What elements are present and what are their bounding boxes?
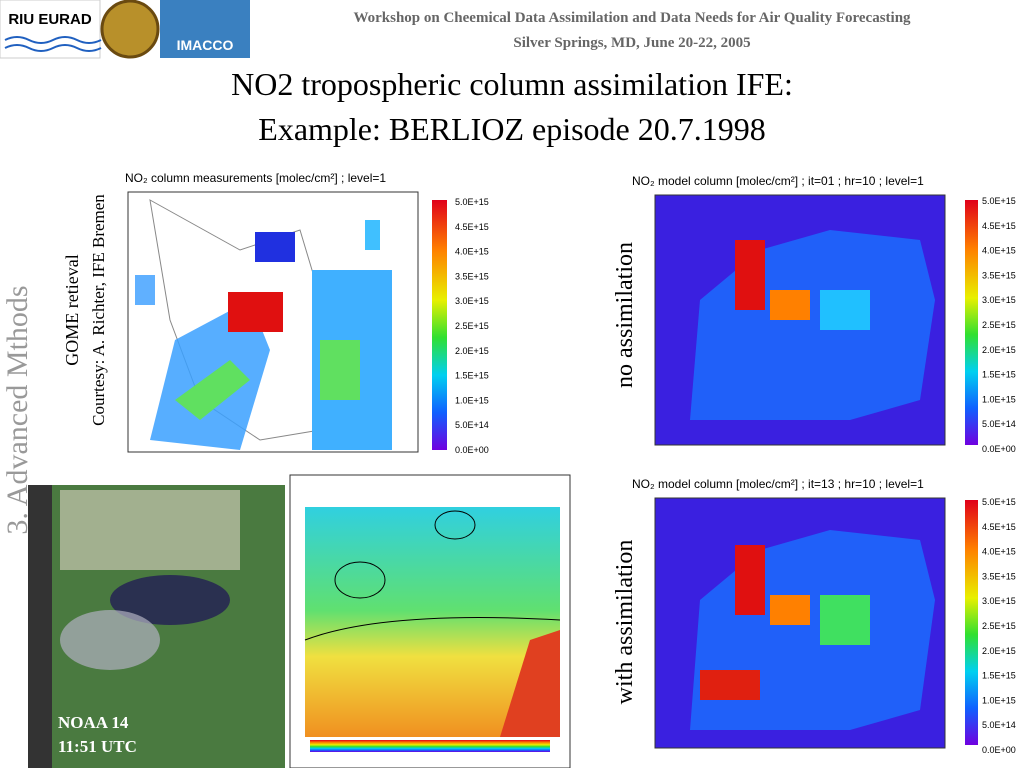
colorbar-label: 1.0E+15 — [982, 695, 1016, 705]
weather-chart — [289, 474, 571, 768]
colorbar-label: 5.0E+14 — [455, 420, 489, 430]
gome-credit: Courtesy: A. Richter, IFE Bremen — [89, 194, 108, 426]
colorbar-label: 4.0E+15 — [455, 247, 489, 257]
workshop: Workshop on Cheemical Data Assimilation … — [353, 10, 911, 26]
colorbar-label: 2.5E+15 — [982, 320, 1016, 330]
place: Silver Springs, MD, June 20-22, 2005 — [513, 35, 750, 51]
satellite-time: 11:51 UTC — [58, 737, 137, 756]
colorbar-label: 4.0E+15 — [982, 547, 1016, 557]
colorbar-label: 1.5E+15 — [982, 370, 1016, 380]
colorbar-label: 4.5E+15 — [982, 522, 1016, 532]
colorbar-label: 1.5E+15 — [982, 671, 1016, 681]
colorbar-label: 3.5E+15 — [455, 271, 489, 281]
title: Example: BERLIOZ episode 20.7.1998 — [258, 111, 765, 147]
map-title: NO₂ model column [molec/cm²] ; it=01 ; h… — [632, 174, 924, 188]
colorbar-label: 1.5E+15 — [455, 371, 489, 381]
colorbar-label: 2.0E+15 — [982, 646, 1016, 656]
colorbar-labels: 5.0E+15 4.5E+15 4.0E+15 3.5E+15 3.0E+15 2.5E+… — [455, 197, 489, 455]
map-no-assimilation: NO₂ model column [molec/cm²] ; it=01 ; h… — [632, 174, 978, 446]
logos: RIU EURAD IMACCO — [0, 0, 250, 59]
colorbar-label: 4.0E+15 — [982, 246, 1016, 256]
colorbar-label: 3.0E+15 — [982, 596, 1016, 606]
colorbar-label: 2.5E+15 — [455, 321, 489, 331]
map-measurements: NO₂ column measurements [molec/cm²] ; le… — [125, 171, 447, 453]
colorbar-label: 4.5E+15 — [982, 221, 1016, 231]
colorbar-label: 5.0E+15 — [982, 497, 1016, 507]
satellite-image: NOAA 14 11:51 UTC — [28, 485, 285, 768]
colorbar-labels: 5.0E+15 4.5E+15 4.0E+15 3.5E+15 3.0E+15 2.5E+… — [982, 497, 1016, 755]
colorbar-label: 2.0E+15 — [982, 345, 1016, 355]
colorbar-label: 3.0E+15 — [455, 296, 489, 306]
colorbar-label: 2.0E+15 — [455, 346, 489, 356]
colorbar-label: 5.0E+15 — [455, 197, 489, 207]
colorbar-label: 3.5E+15 — [982, 270, 1016, 280]
map-title: NO₂ column measurements [molec/cm²] ; le… — [125, 171, 386, 185]
colorbar-label: 2.5E+15 — [982, 621, 1016, 631]
colorbar-label: 3.0E+15 — [982, 295, 1016, 305]
colorbar-label: 3.5E+15 — [982, 571, 1016, 581]
colorbar-label: 5.0E+14 — [982, 419, 1016, 429]
colorbar-label: 5.0E+15 — [982, 196, 1016, 206]
gome-label: GOME retieval — [62, 254, 82, 365]
map-title: NO₂ model column [molec/cm²] ; it=13 ; h… — [632, 477, 924, 491]
colorbar-labels: 5.0E+15 4.5E+15 4.0E+15 3.5E+15 3.0E+15 2.5E+… — [982, 196, 1016, 454]
logo-text: IMACCO — [177, 37, 234, 53]
colorbar-label: 5.0E+14 — [982, 720, 1016, 730]
panel-label: with assimilation — [612, 540, 638, 705]
colorbar-label: 1.0E+15 — [455, 395, 489, 405]
logo-text: RIU EURAD — [8, 11, 92, 28]
satellite-label: NOAA 14 — [58, 713, 129, 732]
map-with-assimilation: NO₂ model column [molec/cm²] ; it=13 ; h… — [632, 477, 978, 749]
colorbar-label: 1.0E+15 — [982, 394, 1016, 404]
panel-label: no assimilation — [612, 242, 638, 388]
colorbar-label: 0.0E+00 — [455, 445, 489, 455]
colorbar-label: 0.0E+00 — [982, 745, 1016, 755]
title: NO2 tropospheric column assimilation IFE… — [231, 66, 793, 102]
colorbar-label: 4.5E+15 — [455, 222, 489, 232]
colorbar-label: 0.0E+00 — [982, 444, 1016, 454]
